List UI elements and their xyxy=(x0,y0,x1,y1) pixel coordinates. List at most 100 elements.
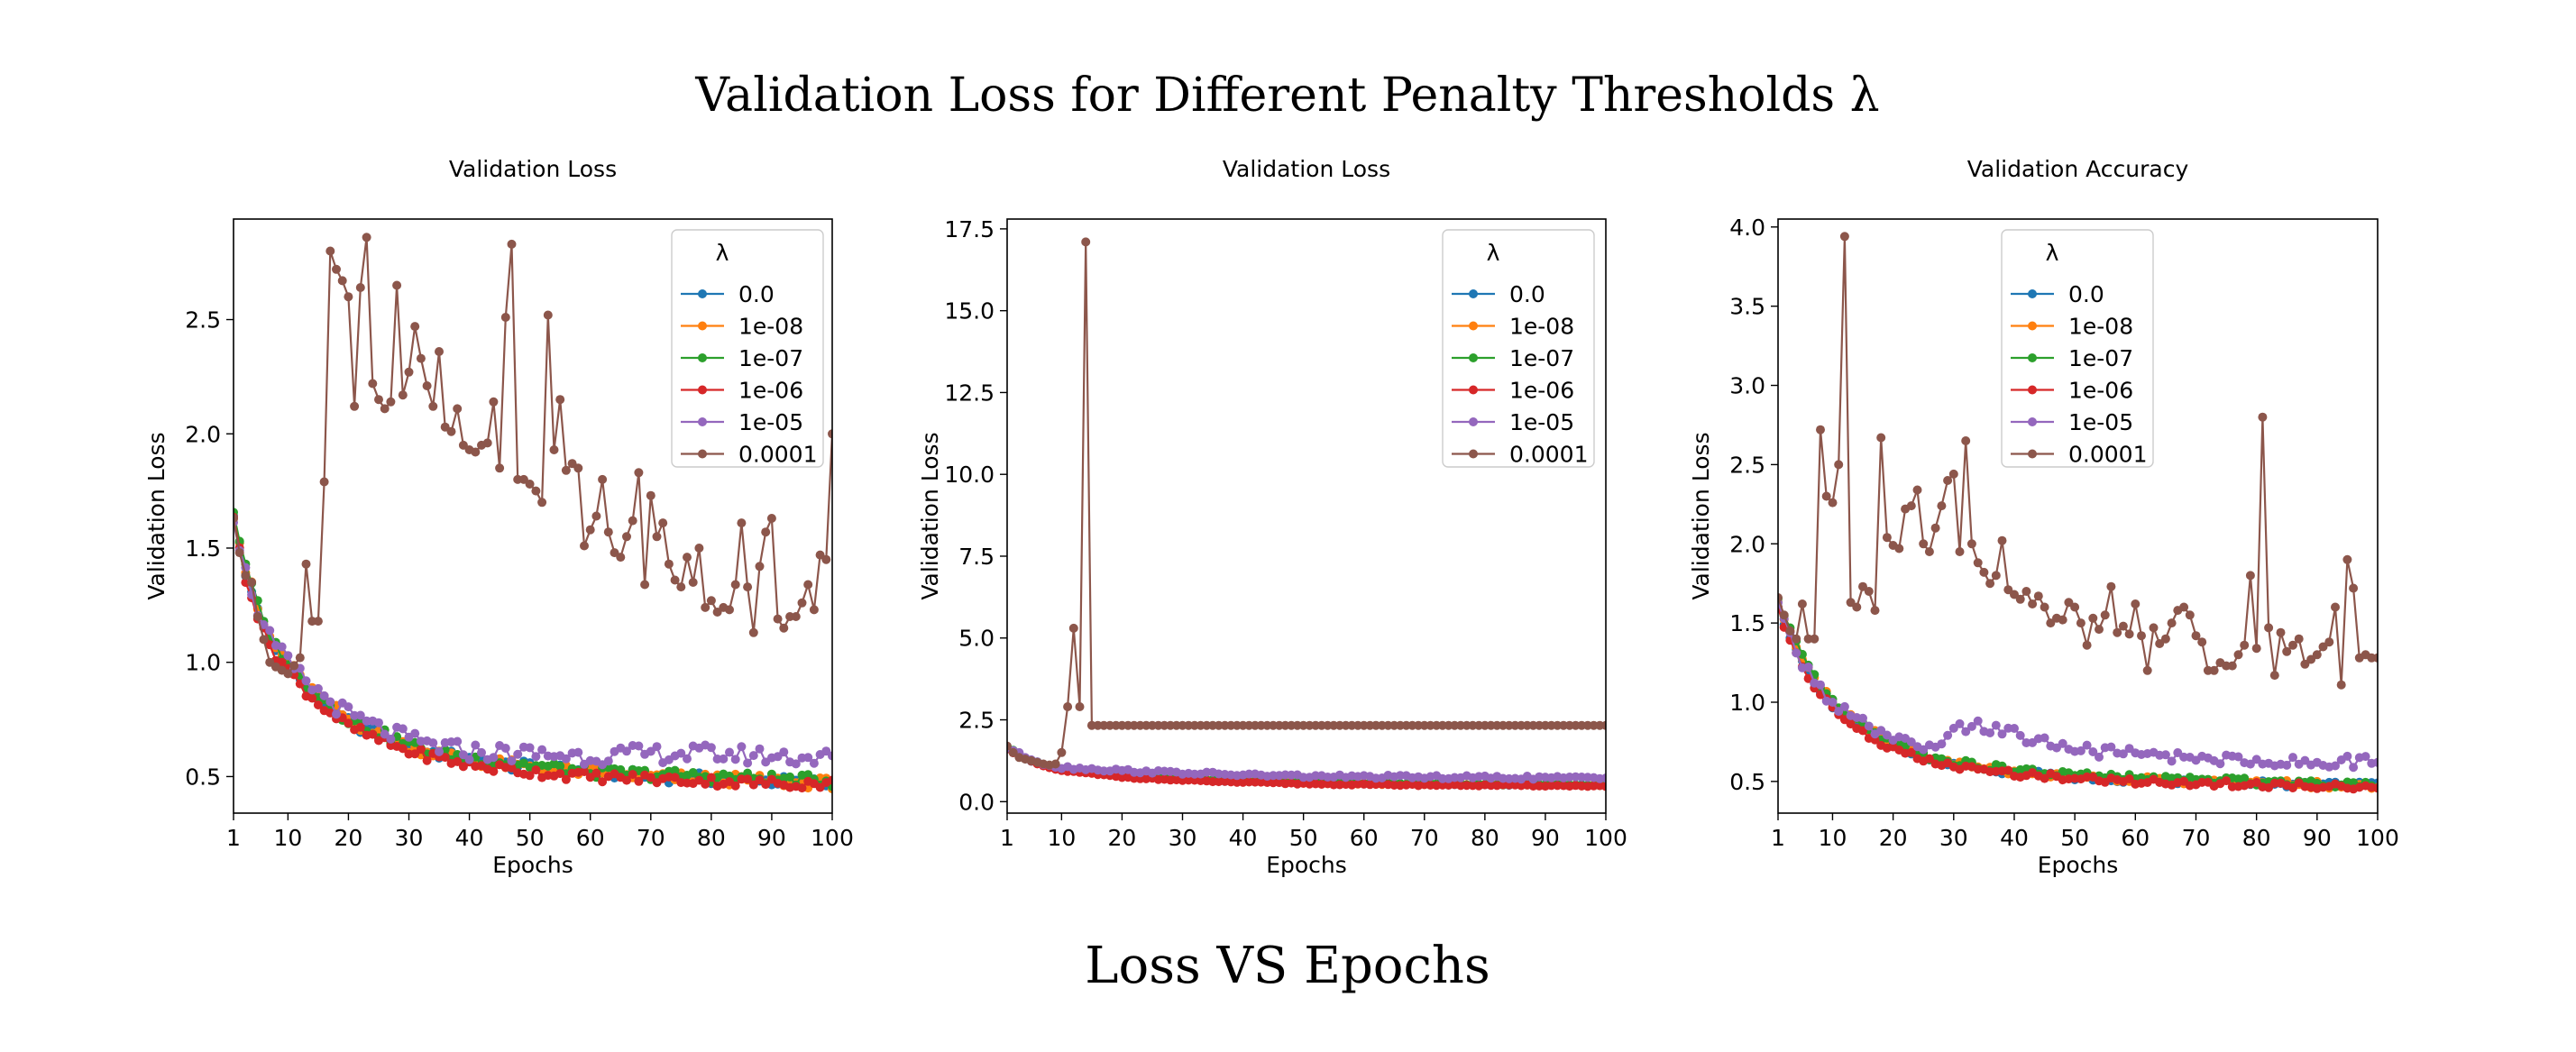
legend-entry: 1e-07 xyxy=(2011,345,2133,371)
y-tick-label: 0.5 xyxy=(1729,769,1765,795)
x-tick-label: 60 xyxy=(1350,825,1379,851)
data-point xyxy=(2240,640,2250,650)
data-point xyxy=(719,754,729,764)
y-tick-label: 1.0 xyxy=(1729,690,1765,716)
data-point xyxy=(628,516,637,526)
x-tick-label: 20 xyxy=(1879,825,1908,851)
legend-entry: 0.0 xyxy=(681,281,775,307)
x-tick-label: 50 xyxy=(516,825,545,851)
data-point xyxy=(2160,750,2170,760)
data-point xyxy=(362,233,371,242)
data-point xyxy=(2167,618,2177,628)
legend-marker xyxy=(698,321,707,331)
data-point xyxy=(683,754,692,764)
series-line xyxy=(1778,606,2378,789)
data-point xyxy=(743,758,753,768)
series-0.0001 xyxy=(1007,237,1606,770)
x-tick-label: 60 xyxy=(576,825,605,851)
data-point xyxy=(725,605,734,615)
data-point xyxy=(1894,544,1904,553)
data-point xyxy=(1943,476,1953,485)
data-point xyxy=(2288,753,2297,763)
x-tick-label: 70 xyxy=(637,825,665,851)
y-tick-label: 1.5 xyxy=(185,535,221,562)
data-point xyxy=(2342,751,2352,761)
x-tick-label: 60 xyxy=(2121,825,2150,851)
data-point xyxy=(2033,591,2043,601)
data-point xyxy=(2209,665,2219,675)
legend-marker xyxy=(1469,353,1478,362)
data-point xyxy=(380,729,390,739)
data-point xyxy=(2191,631,2201,641)
data-point xyxy=(1778,593,1783,602)
data-point xyxy=(489,766,499,776)
data-point xyxy=(1930,523,1940,533)
data-point xyxy=(2373,653,2378,663)
series-line xyxy=(1778,601,2378,790)
data-point xyxy=(1937,739,1947,749)
data-point xyxy=(1919,539,1929,549)
data-point xyxy=(458,750,468,760)
data-point xyxy=(761,780,771,790)
data-point xyxy=(435,347,444,356)
data-point xyxy=(525,771,535,781)
data-point xyxy=(416,353,426,363)
data-point xyxy=(2215,759,2225,769)
data-point xyxy=(2324,637,2334,647)
legend-marker xyxy=(698,353,707,362)
x-tick-label: 100 xyxy=(2356,825,2399,851)
data-point xyxy=(652,532,662,542)
data-point xyxy=(471,447,481,457)
data-point xyxy=(766,514,776,523)
axes-frame xyxy=(233,218,833,814)
data-point xyxy=(2082,740,2092,750)
data-point xyxy=(241,571,251,581)
data-point xyxy=(301,676,311,686)
series-line xyxy=(1778,236,2378,685)
data-point xyxy=(1810,634,1820,644)
data-point xyxy=(2222,776,2232,786)
y-tick-label: 7.5 xyxy=(958,544,995,570)
data-point xyxy=(797,783,807,793)
x-tick-label: 70 xyxy=(1410,825,1439,851)
data-point xyxy=(2300,659,2310,669)
data-point xyxy=(1985,728,1995,737)
data-point xyxy=(1601,782,1606,791)
data-point xyxy=(325,246,335,256)
legend-label: 1e-08 xyxy=(1509,314,1574,340)
data-point xyxy=(2288,783,2297,792)
data-point xyxy=(1912,485,1922,495)
y-tick-label: 17.5 xyxy=(944,216,995,242)
data-point xyxy=(573,463,583,473)
data-point xyxy=(277,657,287,667)
data-point xyxy=(828,751,832,761)
data-point xyxy=(1924,547,1934,556)
data-point xyxy=(1924,754,1934,764)
data-point xyxy=(374,718,383,727)
data-point xyxy=(2003,585,2013,595)
data-point xyxy=(525,743,535,753)
data-point xyxy=(1839,701,1849,711)
data-point xyxy=(1075,702,1085,711)
legend-label: 1e-08 xyxy=(738,314,803,340)
data-point xyxy=(355,283,365,292)
data-point xyxy=(410,728,420,738)
data-point xyxy=(706,773,716,782)
chart-panel-1: Validation Loss 1 10 20 30 40 50 60 70 80 90 100 0.5… xyxy=(143,156,854,878)
data-point xyxy=(821,554,831,564)
data-point xyxy=(828,429,832,439)
axes-frame xyxy=(1777,218,2379,814)
legend-marker xyxy=(2028,321,2037,331)
legend: λ 0.0 1e-08 1e-07 1e-06 1e-05 0.0001 xyxy=(2001,229,2154,468)
data-point xyxy=(652,742,662,752)
x-tick-label: 90 xyxy=(2303,825,2332,851)
data-point xyxy=(1973,716,1983,726)
data-point xyxy=(2040,733,2049,743)
data-point xyxy=(676,582,686,592)
y-tick-label: 0.0 xyxy=(958,789,995,815)
legend-title: λ xyxy=(1487,240,1500,266)
y-tick-label: 3.5 xyxy=(1729,294,1765,320)
data-point xyxy=(1816,425,1825,435)
data-point xyxy=(440,753,450,763)
data-point xyxy=(525,480,535,489)
